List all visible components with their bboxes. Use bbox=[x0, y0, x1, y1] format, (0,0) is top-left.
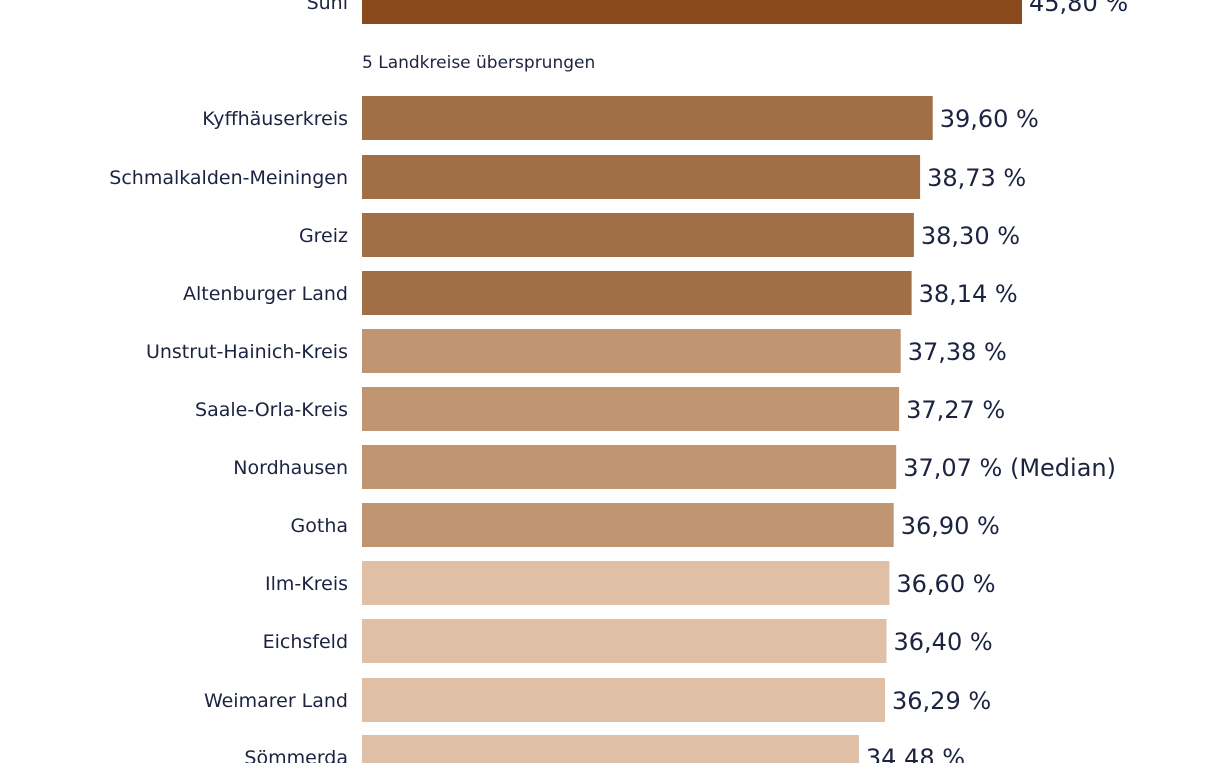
category-label: Gotha bbox=[291, 515, 348, 537]
category-label: Greiz bbox=[299, 225, 348, 247]
bar-2 bbox=[362, 155, 921, 199]
value-label: 37,27 % bbox=[906, 396, 1005, 424]
category-label: Nordhausen bbox=[233, 457, 348, 479]
bar-3 bbox=[362, 213, 914, 257]
value-label: 38,73 % bbox=[927, 164, 1026, 192]
bar-9 bbox=[362, 561, 890, 605]
category-label: Suhl bbox=[307, 0, 348, 14]
bar-1 bbox=[362, 96, 933, 140]
value-label: 38,30 % bbox=[921, 222, 1020, 250]
category-label: Altenburger Land bbox=[183, 283, 348, 305]
bar-10 bbox=[362, 619, 887, 663]
bar-7 bbox=[362, 445, 897, 489]
bar-11 bbox=[362, 678, 885, 722]
category-label: Weimarer Land bbox=[204, 690, 348, 712]
bar-6 bbox=[362, 387, 900, 431]
category-label: Schmalkalden-Meiningen bbox=[109, 167, 348, 189]
value-label: 36,90 % bbox=[901, 512, 1000, 540]
category-label: Eichsfeld bbox=[263, 631, 348, 653]
value-label: 36,29 % bbox=[892, 687, 991, 715]
value-label: 38,14 % bbox=[919, 280, 1018, 308]
value-label: 36,40 % bbox=[894, 628, 993, 656]
bar-0 bbox=[362, 0, 1022, 24]
category-label: Saale-Orla-Kreis bbox=[195, 399, 348, 421]
value-label: 36,60 % bbox=[896, 570, 995, 598]
bar-12 bbox=[362, 735, 859, 763]
value-label: 34,48 % bbox=[866, 744, 965, 763]
value-label: 37,38 % bbox=[908, 338, 1007, 366]
value-label: 45,80 % bbox=[1029, 0, 1128, 17]
category-label: Ilm-Kreis bbox=[265, 573, 348, 595]
category-label: Unstrut-Hainich-Kreis bbox=[146, 341, 348, 363]
value-label: 37,07 % (Median) bbox=[903, 454, 1116, 482]
bar-4 bbox=[362, 271, 912, 315]
value-label: 39,60 % bbox=[940, 105, 1039, 133]
category-label: Sömmerda bbox=[244, 747, 348, 763]
bar-5 bbox=[362, 329, 901, 373]
category-label: Kyffhäuserkreis bbox=[202, 108, 348, 130]
bar-8 bbox=[362, 503, 894, 547]
skipped-districts-note: 5 Landkreise übersprungen bbox=[362, 53, 595, 73]
